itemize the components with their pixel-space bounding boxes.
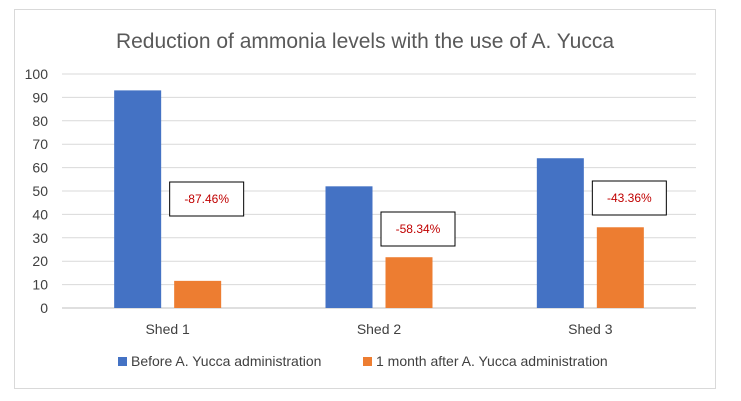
bar-before-3	[536, 158, 584, 308]
x-tick-label: Shed 1	[145, 321, 190, 337]
bar-after-1	[174, 280, 222, 308]
legend-swatch	[363, 357, 372, 366]
legend-label: 1 month after A. Yucca administration	[376, 353, 608, 369]
annotation-label: -58.34%	[396, 222, 441, 236]
bar-after-2	[385, 257, 433, 308]
y-tick-label: 30	[32, 230, 48, 246]
annotation-frame	[380, 211, 456, 247]
y-tick-label: 100	[25, 66, 49, 82]
annotation-box: -58.34%	[380, 211, 456, 247]
annotation-frame	[591, 180, 667, 216]
legend: Before A. Yucca administration 1 month af…	[118, 353, 608, 369]
bars	[114, 90, 644, 308]
annotation-box: -43.36%	[591, 180, 667, 216]
y-tick-label: 50	[32, 183, 48, 199]
legend-label: Before A. Yucca administration	[131, 353, 321, 369]
y-tick-label: 0	[40, 300, 48, 316]
annotation-box: -87.46%	[169, 181, 245, 217]
bar-before-1	[114, 90, 162, 308]
bar-after-3	[596, 227, 644, 308]
x-tick-label: Shed 3	[568, 321, 613, 337]
y-tick-label: 90	[32, 89, 48, 105]
y-tick-label: 20	[32, 253, 48, 269]
bar-before-2	[325, 186, 373, 308]
y-tick-label: 40	[32, 206, 48, 222]
gridlines	[62, 73, 696, 309]
y-tick-label: 70	[32, 136, 48, 152]
annotations: -87.46% -58.34% -43.36%	[169, 180, 667, 247]
annotation-label: -87.46%	[184, 192, 229, 206]
y-axis-ticks: 0 10 20 30 40 50 60 70 80 90 100	[25, 66, 49, 316]
x-tick-label: Shed 2	[357, 321, 402, 337]
chart-title: Reduction of ammonia levels with the use…	[116, 30, 614, 53]
legend-swatch	[118, 357, 127, 366]
y-tick-label: 80	[32, 113, 48, 129]
annotation-frame	[169, 181, 245, 217]
x-axis-ticks: Shed 1 Shed 2 Shed 3	[145, 321, 612, 337]
annotation-label: -43.36%	[607, 191, 652, 205]
y-tick-label: 10	[32, 277, 48, 293]
y-tick-label: 60	[32, 160, 48, 176]
